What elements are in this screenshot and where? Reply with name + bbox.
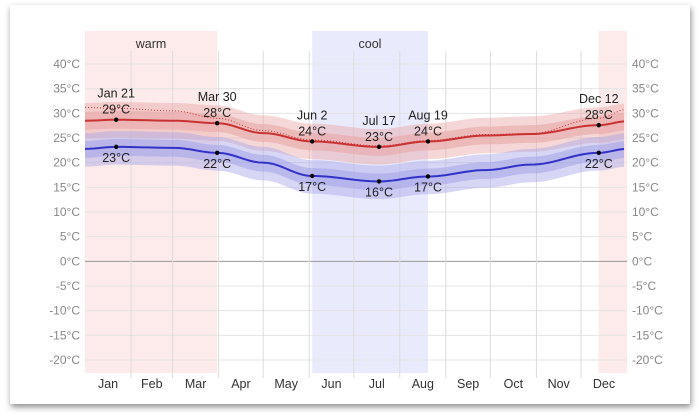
- y-tick-right: 15°C: [632, 180, 659, 194]
- x-tick-label: Sep: [457, 377, 479, 391]
- y-tick-left: -20°C: [49, 353, 80, 367]
- high-marker: [113, 117, 119, 122]
- y-tick-left: 15°C: [53, 180, 80, 194]
- high-marker: [376, 144, 382, 150]
- high-marker: [214, 121, 220, 126]
- season-band: [598, 31, 627, 373]
- y-tick-left: 5°C: [60, 230, 80, 244]
- y-tick-right: 0°C: [632, 254, 652, 268]
- annotation-date: Jul 17: [362, 114, 395, 128]
- x-tick-label: Oct: [504, 377, 524, 391]
- low-marker: [214, 150, 220, 155]
- y-tick-right: 25°C: [632, 131, 659, 145]
- annotation-date: Mar 30: [198, 90, 237, 104]
- low-band-inner: [85, 138, 625, 191]
- annotation-low: 17°C: [414, 180, 442, 194]
- y-tick-right: 20°C: [632, 156, 659, 170]
- season-label-warm: warm: [135, 37, 167, 51]
- y-tick-left: 40°C: [53, 57, 80, 71]
- annotation-low: 17°C: [298, 180, 326, 194]
- low-temperature-line: [84, 145, 625, 183]
- x-tick-label: Nov: [548, 377, 571, 391]
- high-band-inner: [85, 110, 625, 156]
- y-tick-right: 35°C: [632, 82, 659, 96]
- annotation-high: 23°C: [365, 130, 393, 144]
- annotation-low: 22°C: [585, 157, 613, 171]
- annotation-high: 24°C: [414, 124, 442, 138]
- x-tick-label: May: [274, 377, 298, 391]
- annotation-date: Aug 19: [408, 108, 448, 122]
- y-tick-right: -20°C: [632, 353, 663, 367]
- season-band: [312, 31, 429, 373]
- y-tick-right: -5°C: [632, 279, 656, 293]
- x-tick-label: Feb: [141, 377, 163, 391]
- x-tick-label: Mar: [185, 377, 207, 391]
- low-marker: [309, 173, 315, 179]
- y-tick-left: 35°C: [53, 82, 80, 96]
- low-marker: [425, 174, 431, 179]
- high-marker: [596, 122, 601, 128]
- y-tick-right: 5°C: [632, 230, 652, 244]
- annotation-high: 28°C: [585, 108, 613, 122]
- annotation-low: 16°C: [365, 185, 393, 199]
- x-tick-label: Jun: [321, 377, 341, 391]
- y-tick-left: 30°C: [53, 106, 80, 120]
- x-tick-label: Apr: [231, 377, 250, 391]
- season-band: [85, 31, 218, 373]
- y-tick-left: 0°C: [60, 254, 80, 268]
- high-dotted-line: [84, 106, 625, 147]
- y-tick-right: -10°C: [632, 304, 663, 318]
- season-label-cool: cool: [359, 37, 382, 51]
- y-tick-right: 40°C: [632, 57, 659, 71]
- x-tick-label: Dec: [593, 377, 615, 391]
- y-tick-left: -10°C: [49, 304, 80, 318]
- annotation-high: 29°C: [102, 103, 130, 117]
- annotation-low: 23°C: [102, 151, 130, 165]
- annotation-date: Jan 21: [97, 87, 135, 101]
- y-tick-right: -15°C: [632, 328, 663, 342]
- y-tick-right: 30°C: [632, 106, 659, 120]
- annotation-date: Dec 12: [579, 92, 619, 106]
- low-marker: [113, 144, 119, 150]
- x-tick-label: Jul: [369, 377, 385, 391]
- high-marker: [309, 139, 315, 144]
- y-tick-left: 25°C: [53, 131, 80, 145]
- y-tick-left: 20°C: [53, 156, 80, 170]
- y-tick-left: -15°C: [49, 328, 80, 342]
- y-tick-left: 10°C: [53, 205, 80, 219]
- y-tick-left: -5°C: [56, 279, 80, 293]
- annotation-date: Jun 2: [297, 108, 328, 122]
- y-tick-right: 10°C: [632, 205, 659, 219]
- low-marker: [376, 179, 382, 184]
- high-marker: [425, 139, 431, 144]
- annotation-high: 28°C: [203, 106, 231, 120]
- low-marker: [596, 150, 601, 155]
- annotation-low: 22°C: [203, 157, 231, 171]
- x-tick-label: Jan: [98, 377, 118, 391]
- high-temperature-line: [84, 118, 625, 148]
- annotation-high: 24°C: [298, 124, 326, 138]
- x-tick-label: Aug: [412, 377, 434, 391]
